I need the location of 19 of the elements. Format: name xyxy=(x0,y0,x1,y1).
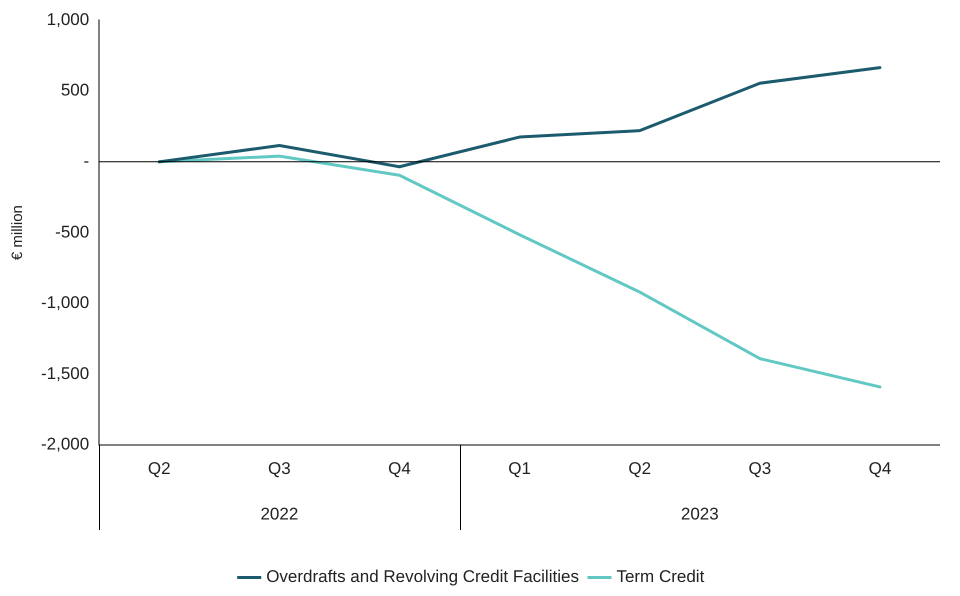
x-tick-label: Q3 xyxy=(748,458,772,478)
y-tick-label: 1,000 xyxy=(46,10,90,29)
x-tick-label: Q2 xyxy=(628,458,652,478)
y-tick-label: -1,000 xyxy=(41,293,90,312)
x-tick-label: Q4 xyxy=(388,458,411,478)
y-tick-label: -2,000 xyxy=(41,434,90,454)
x-tick-label: Q2 xyxy=(148,458,171,478)
text: 2023 xyxy=(680,504,719,524)
y-axis-title: € million xyxy=(9,205,26,260)
x-tick-label: Q3 xyxy=(268,458,291,478)
legend-label: Overdrafts and Revolving Credit Facilities xyxy=(266,567,579,586)
text: 2022 xyxy=(260,504,298,524)
x-tick-label: Q4 xyxy=(868,458,892,478)
x-tick-label: Q1 xyxy=(508,458,531,478)
y-tick-label: - xyxy=(84,151,90,170)
legend-label: Term Credit xyxy=(616,567,705,586)
y-tick-label: -500 xyxy=(55,222,90,242)
y-tick-label: -1,500 xyxy=(41,364,90,383)
y-tick-label: 500 xyxy=(60,80,90,100)
